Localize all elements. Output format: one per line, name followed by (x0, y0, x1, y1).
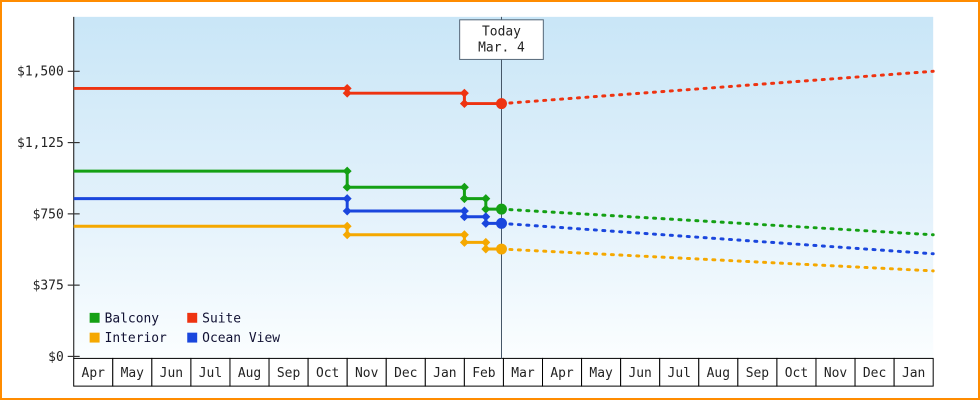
month-cell (268, 357, 309, 387)
y-tick-label: $750 (33, 207, 64, 222)
legend: Balcony Suite Interior Ocean View (89, 311, 280, 346)
month-cell (737, 357, 778, 387)
y-axis: $0 $375 $750 $1,125 $1,500 (17, 16, 80, 365)
month-cell (893, 357, 934, 387)
y-tick-label: $375 (33, 279, 64, 294)
step-marker (459, 212, 469, 222)
month-cell (385, 357, 426, 387)
history-line-suite (73, 86, 502, 106)
month-label: Jul (199, 366, 222, 381)
month-cell (698, 357, 739, 387)
today-marker-ocean-view (496, 217, 507, 229)
legend-item-balcony: Balcony (89, 311, 160, 326)
month-cell (581, 357, 622, 387)
step-marker (342, 83, 352, 93)
y-tick-label: $0 (48, 350, 64, 365)
today-title: Today (482, 25, 521, 40)
step-marker (481, 237, 491, 247)
series-ocean-view (73, 194, 935, 256)
step-marker (459, 230, 469, 240)
step-marker (459, 88, 469, 98)
month-label: Sep (277, 366, 300, 381)
step-marker (481, 194, 491, 204)
series-balcony (73, 166, 935, 237)
legend-item-ocean-view: Ocean View (187, 331, 280, 346)
step-marker (342, 221, 352, 231)
step-marker (459, 206, 469, 216)
today-date: Mar. 4 (478, 41, 525, 56)
legend-swatch-ocean-view (187, 332, 198, 343)
step-marker (342, 230, 352, 240)
month-cell (73, 357, 114, 387)
month-label: Apr (550, 366, 574, 381)
month-label: Aug (238, 366, 261, 381)
y-tick-label: $1,125 (17, 136, 64, 151)
month-label: Jan (902, 366, 925, 381)
step-marker (459, 194, 469, 204)
month-label: Apr (82, 366, 106, 381)
month-label: Jun (160, 366, 183, 381)
legend-swatch-balcony (89, 312, 100, 323)
legend-swatch-suite (187, 312, 198, 323)
month-cell (424, 357, 465, 387)
month-cell (307, 357, 348, 387)
month-cell (463, 357, 504, 387)
month-cell (190, 357, 231, 387)
step-marker (342, 166, 352, 176)
month-cell (502, 357, 544, 387)
today-marker-balcony (496, 203, 507, 215)
legend-label-suite: Suite (202, 311, 241, 326)
step-marker (342, 194, 352, 204)
month-label: Oct (785, 366, 808, 381)
month-label: Aug (707, 366, 730, 381)
legend-item-interior: Interior (89, 331, 168, 346)
month-label: Nov (355, 366, 379, 381)
month-label: May (589, 366, 613, 381)
month-label: Sep (746, 366, 769, 381)
month-label: Jun (628, 366, 651, 381)
month-label: Dec (394, 366, 417, 381)
series-interior (73, 221, 935, 273)
legend-label-ocean-view: Ocean View (202, 331, 280, 346)
y-tick-label: $1,500 (17, 65, 64, 80)
month-label: Feb (472, 366, 495, 381)
series-suite (73, 69, 935, 110)
legend-label-balcony: Balcony (105, 311, 160, 326)
legend-label-interior: Interior (105, 331, 168, 346)
month-label: Oct (316, 366, 339, 381)
step-marker (459, 99, 469, 109)
step-marker (481, 212, 491, 222)
month-label: Jan (433, 366, 456, 381)
step-marker (481, 218, 491, 228)
today-marker-suite (496, 98, 507, 110)
step-marker (459, 237, 469, 247)
month-cell (229, 357, 270, 387)
month-cell (346, 357, 387, 387)
today-label-box (459, 19, 544, 60)
legend-swatch-interior (89, 332, 100, 343)
today-marker-interior (496, 243, 507, 255)
step-marker (342, 88, 352, 98)
legend-item-suite: Suite (187, 311, 241, 326)
x-axis: Apr May Jun Jul Aug Sep Oct Nov Dec Jan Feb Mar Apr M… (73, 357, 934, 387)
plot-area (73, 16, 934, 359)
step-marker (342, 206, 352, 216)
month-label: Mar (511, 366, 535, 381)
month-cell (542, 357, 583, 387)
month-label: Nov (824, 366, 848, 381)
month-label: Jul (668, 366, 691, 381)
month-label: May (121, 366, 145, 381)
month-label: Dec (863, 366, 886, 381)
